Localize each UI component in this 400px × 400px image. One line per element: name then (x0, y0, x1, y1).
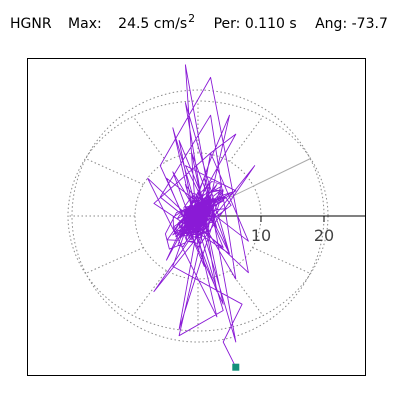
angle-value: -73.7 (351, 16, 388, 32)
plot-frame (27, 58, 366, 376)
angle-label: Ang: (315, 16, 348, 32)
tick-label-10: 10 (251, 226, 271, 245)
grid-spoke-30 (230, 158, 311, 198)
max-exponent: 2 (188, 12, 196, 25)
grid-spoke-330 (252, 247, 311, 274)
grid-spoke-150 (85, 158, 144, 185)
axis-layer (197, 196, 365, 236)
particle-motion-layer (147, 64, 256, 371)
grid-spoke-120 (132, 116, 167, 162)
end-point-marker (232, 363, 240, 371)
station-code: HGNR (10, 16, 52, 32)
grid-spoke-210 (85, 247, 144, 274)
particle-motion-trace (147, 64, 256, 368)
chart-header: HGNR Max: 24.5 cm/s2 Per: 0.110 s Ang: -… (10, 12, 388, 34)
max-value: 24.5 cm/s (118, 16, 188, 32)
grid-spoke-60 (229, 116, 264, 162)
max-label: Max: (68, 16, 102, 32)
period-label: Per: (213, 16, 241, 32)
tick-label-layer: 10 20 (251, 226, 334, 245)
tick-label-20: 20 (314, 226, 334, 245)
grid-spoke-240 (132, 270, 167, 316)
period-value: 0.110 s (244, 16, 297, 32)
